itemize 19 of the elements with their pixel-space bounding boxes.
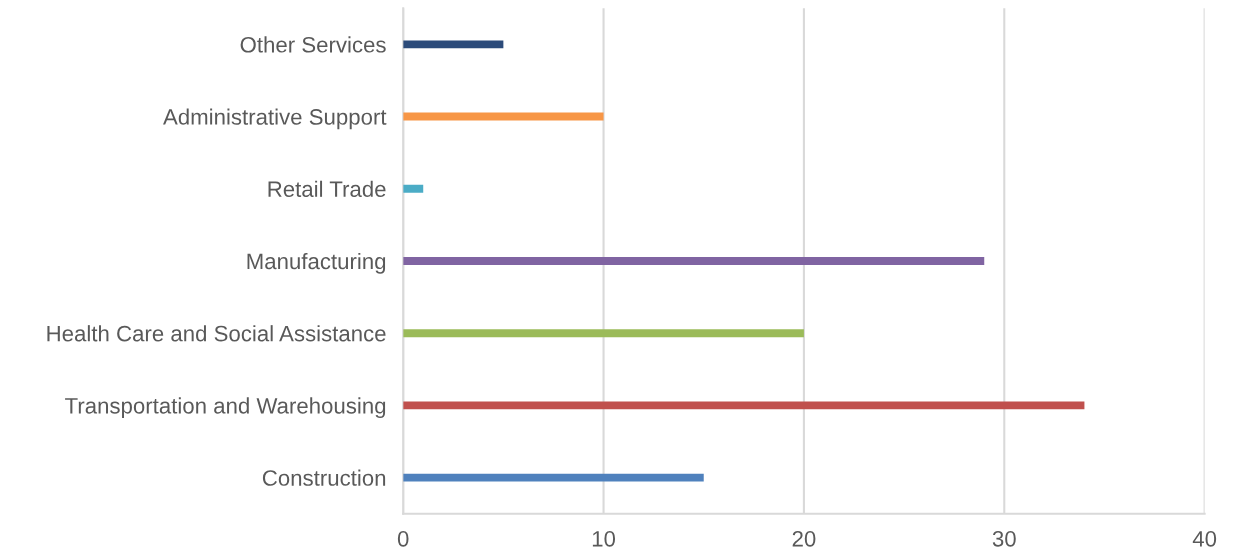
x-tick-label: 0 <box>397 530 409 547</box>
y-tick-label: Other Services <box>240 36 386 53</box>
y-tick-label: Retail Trade <box>268 180 386 198</box>
y-tick-label: Manufacturing <box>247 252 386 274</box>
x-tick-label: 30 <box>992 530 1016 547</box>
y-tick-label: Administrative Support <box>163 108 387 130</box>
bar <box>403 184 424 193</box>
bar <box>403 40 504 49</box>
x-tick-label: 10 <box>592 530 616 547</box>
y-tick-label: Transportation and Warehousing <box>65 397 386 419</box>
y-tick-label: Health Care and Social Assistance <box>47 325 386 342</box>
bar <box>403 329 804 338</box>
bar <box>403 257 985 265</box>
x-tick-label: 20 <box>792 530 816 547</box>
bar <box>403 112 604 121</box>
bar <box>403 401 1085 410</box>
bar <box>403 473 704 482</box>
y-tick-label: Construction <box>262 469 386 486</box>
x-tick-label: 40 <box>1192 530 1217 547</box>
